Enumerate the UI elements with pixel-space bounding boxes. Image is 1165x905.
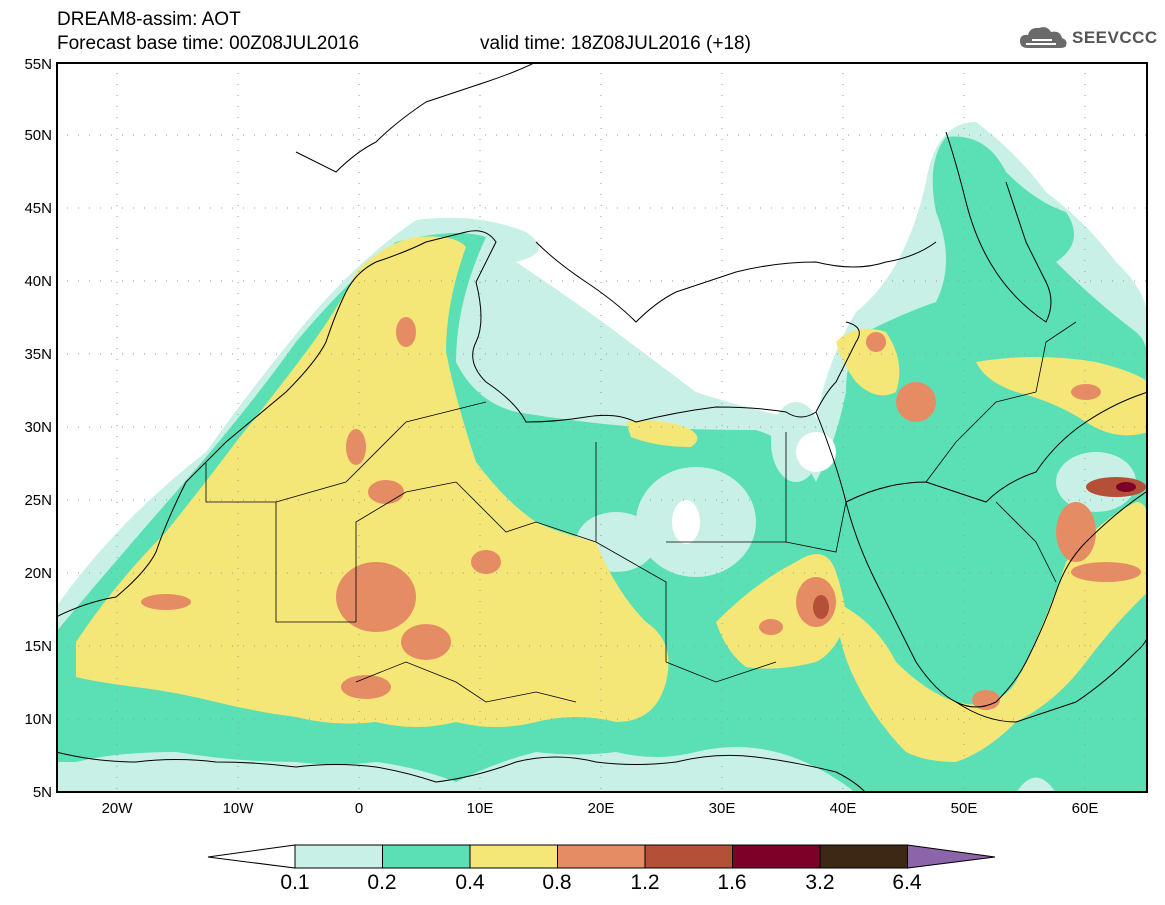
lat-label: 40N bbox=[24, 273, 52, 290]
colorbar-swatch bbox=[294, 844, 383, 869]
colorbar-swatch-under bbox=[207, 844, 296, 869]
colorbar-label: 0.4 bbox=[455, 871, 485, 894]
lat-label: 20N bbox=[24, 565, 52, 582]
lon-label: 60E bbox=[1071, 800, 1099, 817]
colorbar-label: 0.1 bbox=[280, 871, 310, 894]
colorbar-swatch bbox=[819, 844, 908, 869]
seevccc-logo: SEEVCCC bbox=[1018, 24, 1158, 52]
lon-label: 30E bbox=[708, 800, 736, 817]
aot-map bbox=[56, 62, 1148, 793]
lat-label: 30N bbox=[24, 419, 52, 436]
lat-label: 5N bbox=[32, 784, 52, 801]
aot-below-0.1-patch bbox=[672, 432, 836, 544]
cloud-icon bbox=[1020, 27, 1067, 48]
colorbar-label: 1.2 bbox=[630, 871, 660, 894]
lat-label: 25N bbox=[24, 492, 52, 509]
lon-label: 20W bbox=[101, 800, 133, 817]
lat-label: 55N bbox=[24, 56, 52, 73]
lat-label: 35N bbox=[24, 346, 52, 363]
colorbar-swatch-over bbox=[907, 844, 996, 869]
lon-label: 50E bbox=[950, 800, 978, 817]
colorbar-label: 0.8 bbox=[542, 871, 572, 894]
country-borders bbox=[205, 321, 1077, 703]
forecast-base-time: Forecast base time: 00Z08JUL2016 bbox=[57, 33, 360, 54]
colorbar-swatch bbox=[469, 844, 558, 869]
logo-text: SEEVCCC bbox=[1072, 28, 1158, 47]
colorbar-swatch bbox=[644, 844, 733, 869]
lon-label: 20E bbox=[587, 800, 615, 817]
lon-label: 10W bbox=[222, 800, 254, 817]
colorbar-label: 6.4 bbox=[892, 871, 922, 894]
lon-label: 10E bbox=[466, 800, 494, 817]
grid-lines bbox=[56, 62, 1148, 793]
aot-field bbox=[56, 62, 1148, 793]
lat-label: 15N bbox=[24, 638, 52, 655]
lat-label: 45N bbox=[24, 200, 52, 217]
colorbar-swatch bbox=[557, 844, 646, 869]
valid-time: valid time: 18Z08JUL2016 (+18) bbox=[480, 33, 751, 54]
colorbar-label: 3.2 bbox=[805, 871, 835, 894]
lat-label: 10N bbox=[24, 711, 52, 728]
colorbar-label: 0.2 bbox=[367, 871, 397, 894]
map-title: DREAM8-assim: AOT bbox=[57, 9, 241, 30]
colorbar-label: 1.6 bbox=[717, 871, 747, 894]
lat-label: 50N bbox=[24, 127, 52, 144]
colorbar-swatch bbox=[382, 844, 471, 869]
colorbar bbox=[207, 844, 996, 869]
coastlines bbox=[56, 62, 1148, 793]
colorbar-swatch bbox=[732, 844, 821, 869]
aot-level-1.6 bbox=[1116, 482, 1136, 492]
lon-label: 40E bbox=[829, 800, 857, 817]
lon-label: 0 bbox=[354, 800, 364, 817]
